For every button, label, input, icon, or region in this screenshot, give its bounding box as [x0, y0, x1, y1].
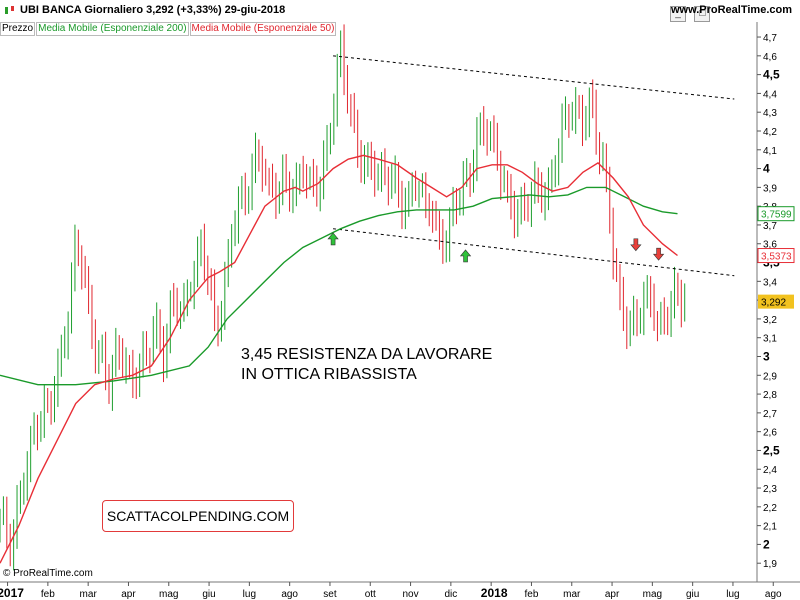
y-tick-label: 3,1 [763, 334, 777, 345]
site-link[interactable]: www.ProRealTime.com [670, 4, 792, 16]
resistance-note-line2: IN OTTICA RIBASSISTA [241, 366, 417, 383]
price-bars [0, 24, 686, 571]
x-tick-label: nov [402, 589, 418, 600]
x-tick-label: ago [281, 589, 298, 600]
x-tick-label: mag [159, 589, 178, 600]
y-tick-label: 2,3 [763, 484, 777, 495]
legend-ema50[interactable]: Media Mobile (Esponenziale 50) [189, 22, 337, 36]
y-tick-label: 2,2 [763, 503, 777, 514]
x-tick-label: apr [121, 589, 136, 600]
y-tick-label: 2,7 [763, 409, 777, 420]
y-tick-label: 4,6 [763, 52, 777, 63]
y-tick-label: 4 [763, 162, 770, 176]
y-tick-label: 3,6 [763, 240, 777, 251]
up-arrow-marker [459, 249, 472, 263]
copyright-label: © ProRealTime.com [3, 568, 93, 579]
x-tick-label: mar [563, 589, 581, 600]
last-price-tag: 3,292 [761, 298, 786, 309]
ema200-value-tag-bg [757, 206, 795, 222]
trendline [333, 228, 735, 277]
x-tick-label: 2017 [0, 586, 24, 600]
chart-header: UBI BANCA Giornaliero 3,292 (+3,33%) 29-… [0, 0, 800, 22]
y-tick-label: 3,7 [763, 221, 777, 232]
y-tick-label: 3 [763, 349, 770, 363]
y-tick-label: 4,4 [763, 89, 777, 100]
y-tick-label: 2,9 [763, 371, 777, 382]
y-tick-label: 2,6 [763, 428, 777, 439]
ema200-line [0, 186, 678, 386]
x-tick-label: mar [80, 589, 98, 600]
x-tick-label: apr [605, 589, 620, 600]
x-tick-label: set [323, 589, 337, 600]
y-tick-label: 3,9 [763, 183, 777, 194]
y-tick-label: 4,2 [763, 127, 777, 138]
ema200-value-tag: 3,7599 [761, 210, 792, 221]
y-tick-label: 2,4 [763, 465, 777, 476]
maximize-button[interactable]: □ [694, 6, 711, 22]
ema50-value-tag: 3,5373 [761, 252, 792, 263]
y-tick-label: 4,5 [763, 68, 780, 82]
legend-ema200[interactable]: Media Mobile (Esponenziale 200) [36, 22, 189, 36]
y-tick-label: 2,1 [763, 522, 777, 533]
chart-title: UBI BANCA Giornaliero 3,292 (+3,33%) 29-… [20, 4, 286, 16]
legend-price[interactable]: Prezzo [0, 22, 36, 36]
minimize-button[interactable]: _ [670, 6, 686, 22]
y-tick-label: 2,8 [763, 390, 777, 401]
x-tick-label: 2018 [481, 586, 508, 600]
x-tick-label: dic [444, 589, 457, 600]
y-tick-label: 4,3 [763, 108, 777, 119]
indicator-legend: Prezzo Media Mobile (Esponenziale 200) Med… [0, 22, 337, 36]
down-arrow-marker [630, 238, 642, 252]
candlestick-icon [5, 6, 14, 14]
ema50-value-tag-bg [757, 248, 795, 264]
y-tick-label: 4,1 [763, 146, 777, 157]
last-price-tag-bg [758, 294, 794, 309]
y-tick-label: 3,2 [763, 315, 777, 326]
x-tick-label: lug [726, 589, 739, 600]
x-tick-label: mag [643, 589, 662, 600]
x-tick-label: feb [525, 589, 539, 600]
ema50-line [0, 154, 678, 564]
x-tick-label: lug [243, 589, 256, 600]
up-arrow-marker [327, 232, 339, 246]
x-tick-label: giu [686, 589, 699, 600]
x-tick-label: feb [41, 589, 55, 600]
x-tick-label: giu [202, 589, 215, 600]
plot-area [0, 22, 757, 582]
resistance-note-line1: 3,45 RESISTENZA DA LAVORARE [241, 346, 493, 363]
x-tick-label: ago [765, 589, 782, 600]
y-tick-label: 4,7 [763, 33, 777, 44]
y-tick-label: 2 [763, 537, 770, 551]
y-tick-label: 2,5 [763, 443, 780, 457]
y-tick-label: 1,9 [763, 559, 777, 570]
watermark-box: SCATTACOLPENDING.COM [102, 500, 294, 532]
y-tick-label: 3,4 [763, 277, 777, 288]
x-tick-label: ott [365, 589, 376, 600]
down-arrow-marker [652, 247, 665, 261]
trendline [333, 55, 735, 100]
